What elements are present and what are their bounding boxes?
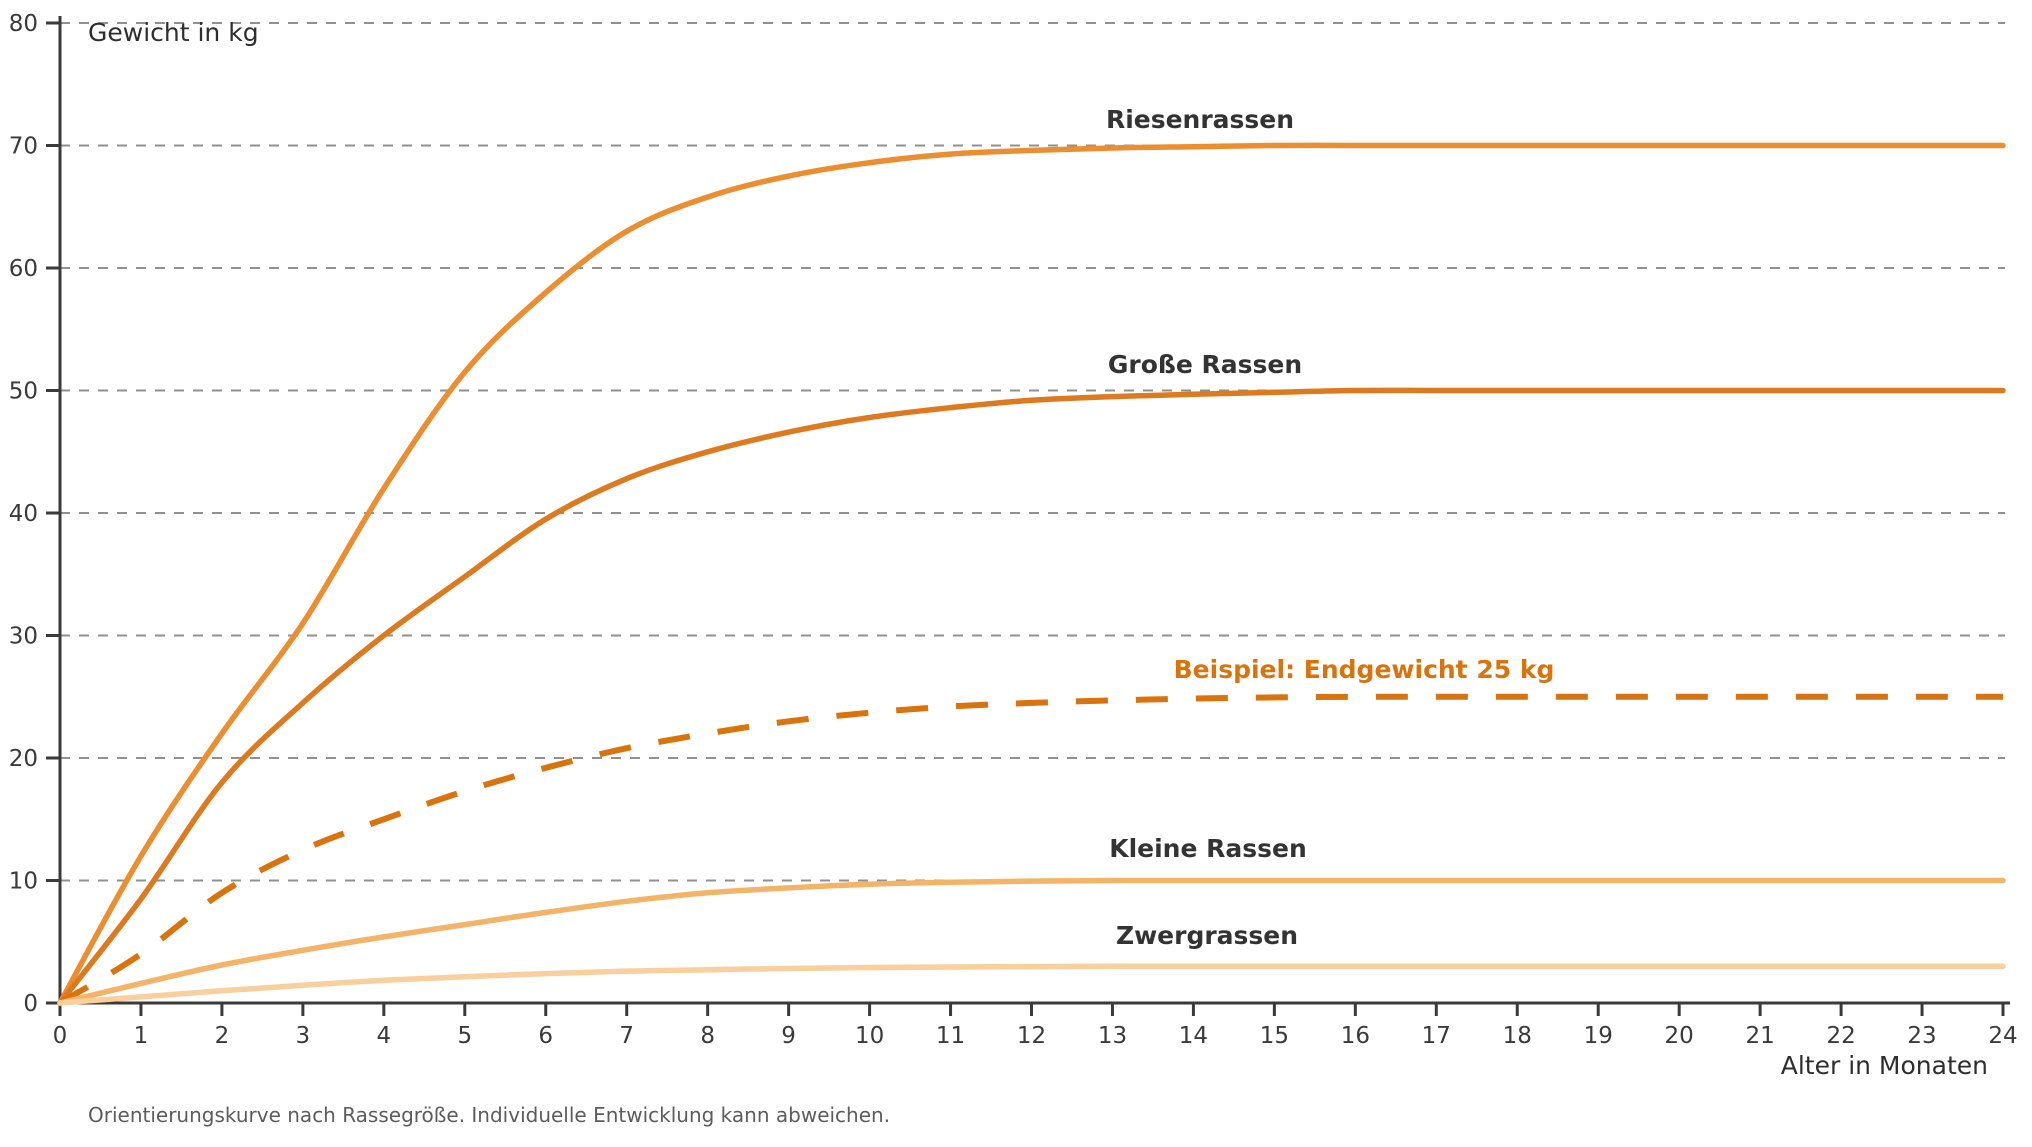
x-axis-title: Alter in Monaten — [1780, 1051, 1988, 1080]
axes-spine — [58, 16, 2010, 1005]
y-tick-label-60: 60 — [9, 256, 38, 282]
x-tick-label-3: 3 — [296, 1023, 311, 1049]
chart-footnote: Orientierungskurve nach Rassegröße. Indi… — [88, 1103, 891, 1127]
curve-label-zwergrassen: Zwergrassen — [1116, 921, 1298, 950]
x-tick-label-8: 8 — [700, 1023, 715, 1049]
curve-riesenrassen — [57, 142, 2006, 1006]
x-tick-label-10: 10 — [855, 1023, 884, 1049]
y-axis-title: Gewicht in kg — [88, 18, 259, 47]
curve-zwergrassen — [57, 963, 2006, 1006]
curve-labels: Riesenrassen Große Rassen Beispiel: Endgew… — [1106, 105, 1554, 950]
curves — [57, 142, 2006, 1006]
y-tick-label-0: 0 — [23, 991, 38, 1017]
ticks: 0 1 2 3 4 5 6 7 8 9 10 11 12 13 14 15 16 17 18 19 20 21 22 23 24… — [9, 11, 2018, 1049]
x-tick-label-23: 23 — [1907, 1023, 1936, 1049]
x-tick-label-16: 16 — [1341, 1023, 1370, 1049]
x-tick-label-7: 7 — [619, 1023, 634, 1049]
x-tick-label-5: 5 — [457, 1023, 472, 1049]
x-tick-label-24: 24 — [1988, 1023, 2017, 1049]
x-tick-label-0: 0 — [53, 1023, 68, 1049]
x-tick-label-18: 18 — [1503, 1023, 1532, 1049]
x-tick-label-14: 14 — [1179, 1023, 1208, 1049]
curve-label-kleine-rassen: Kleine Rassen — [1109, 834, 1307, 863]
y-tick-label-10: 10 — [9, 869, 38, 895]
x-tick-label-19: 19 — [1584, 1023, 1613, 1049]
x-tick-label-6: 6 — [538, 1023, 553, 1049]
x-tick-label-17: 17 — [1422, 1023, 1451, 1049]
x-tick-label-21: 21 — [1745, 1023, 1774, 1049]
curve-label-beispiel-endgewicht-25-kg: Beispiel: Endgewicht 25 kg — [1174, 655, 1555, 684]
x-tick-label-1: 1 — [134, 1023, 149, 1049]
x-tick-label-15: 15 — [1260, 1023, 1289, 1049]
x-tick-label-12: 12 — [1017, 1023, 1046, 1049]
y-tick-label-20: 20 — [9, 746, 38, 772]
y-tick-label-80: 80 — [9, 11, 38, 37]
x-tick-label-20: 20 — [1665, 1023, 1694, 1049]
y-tick-label-40: 40 — [9, 501, 38, 527]
curve-gro-e-rassen — [57, 387, 2006, 1006]
curve-beispiel-endgewicht-25-kg — [58, 693, 2003, 1006]
x-tick-label-2: 2 — [215, 1023, 230, 1049]
x-tick-label-9: 9 — [781, 1023, 796, 1049]
curve-label-gro-e-rassen: Große Rassen — [1108, 350, 1302, 379]
curve-kleine-rassen — [57, 877, 2006, 1006]
curve-label-riesenrassen: Riesenrassen — [1106, 105, 1294, 134]
y-tick-label-30: 30 — [9, 624, 38, 650]
x-tick-label-22: 22 — [1826, 1023, 1855, 1049]
x-tick-label-11: 11 — [936, 1023, 965, 1049]
y-tick-label-50: 50 — [9, 379, 38, 405]
x-tick-label-13: 13 — [1098, 1023, 1127, 1049]
y-tick-label-70: 70 — [9, 134, 38, 160]
x-tick-label-4: 4 — [377, 1023, 392, 1049]
